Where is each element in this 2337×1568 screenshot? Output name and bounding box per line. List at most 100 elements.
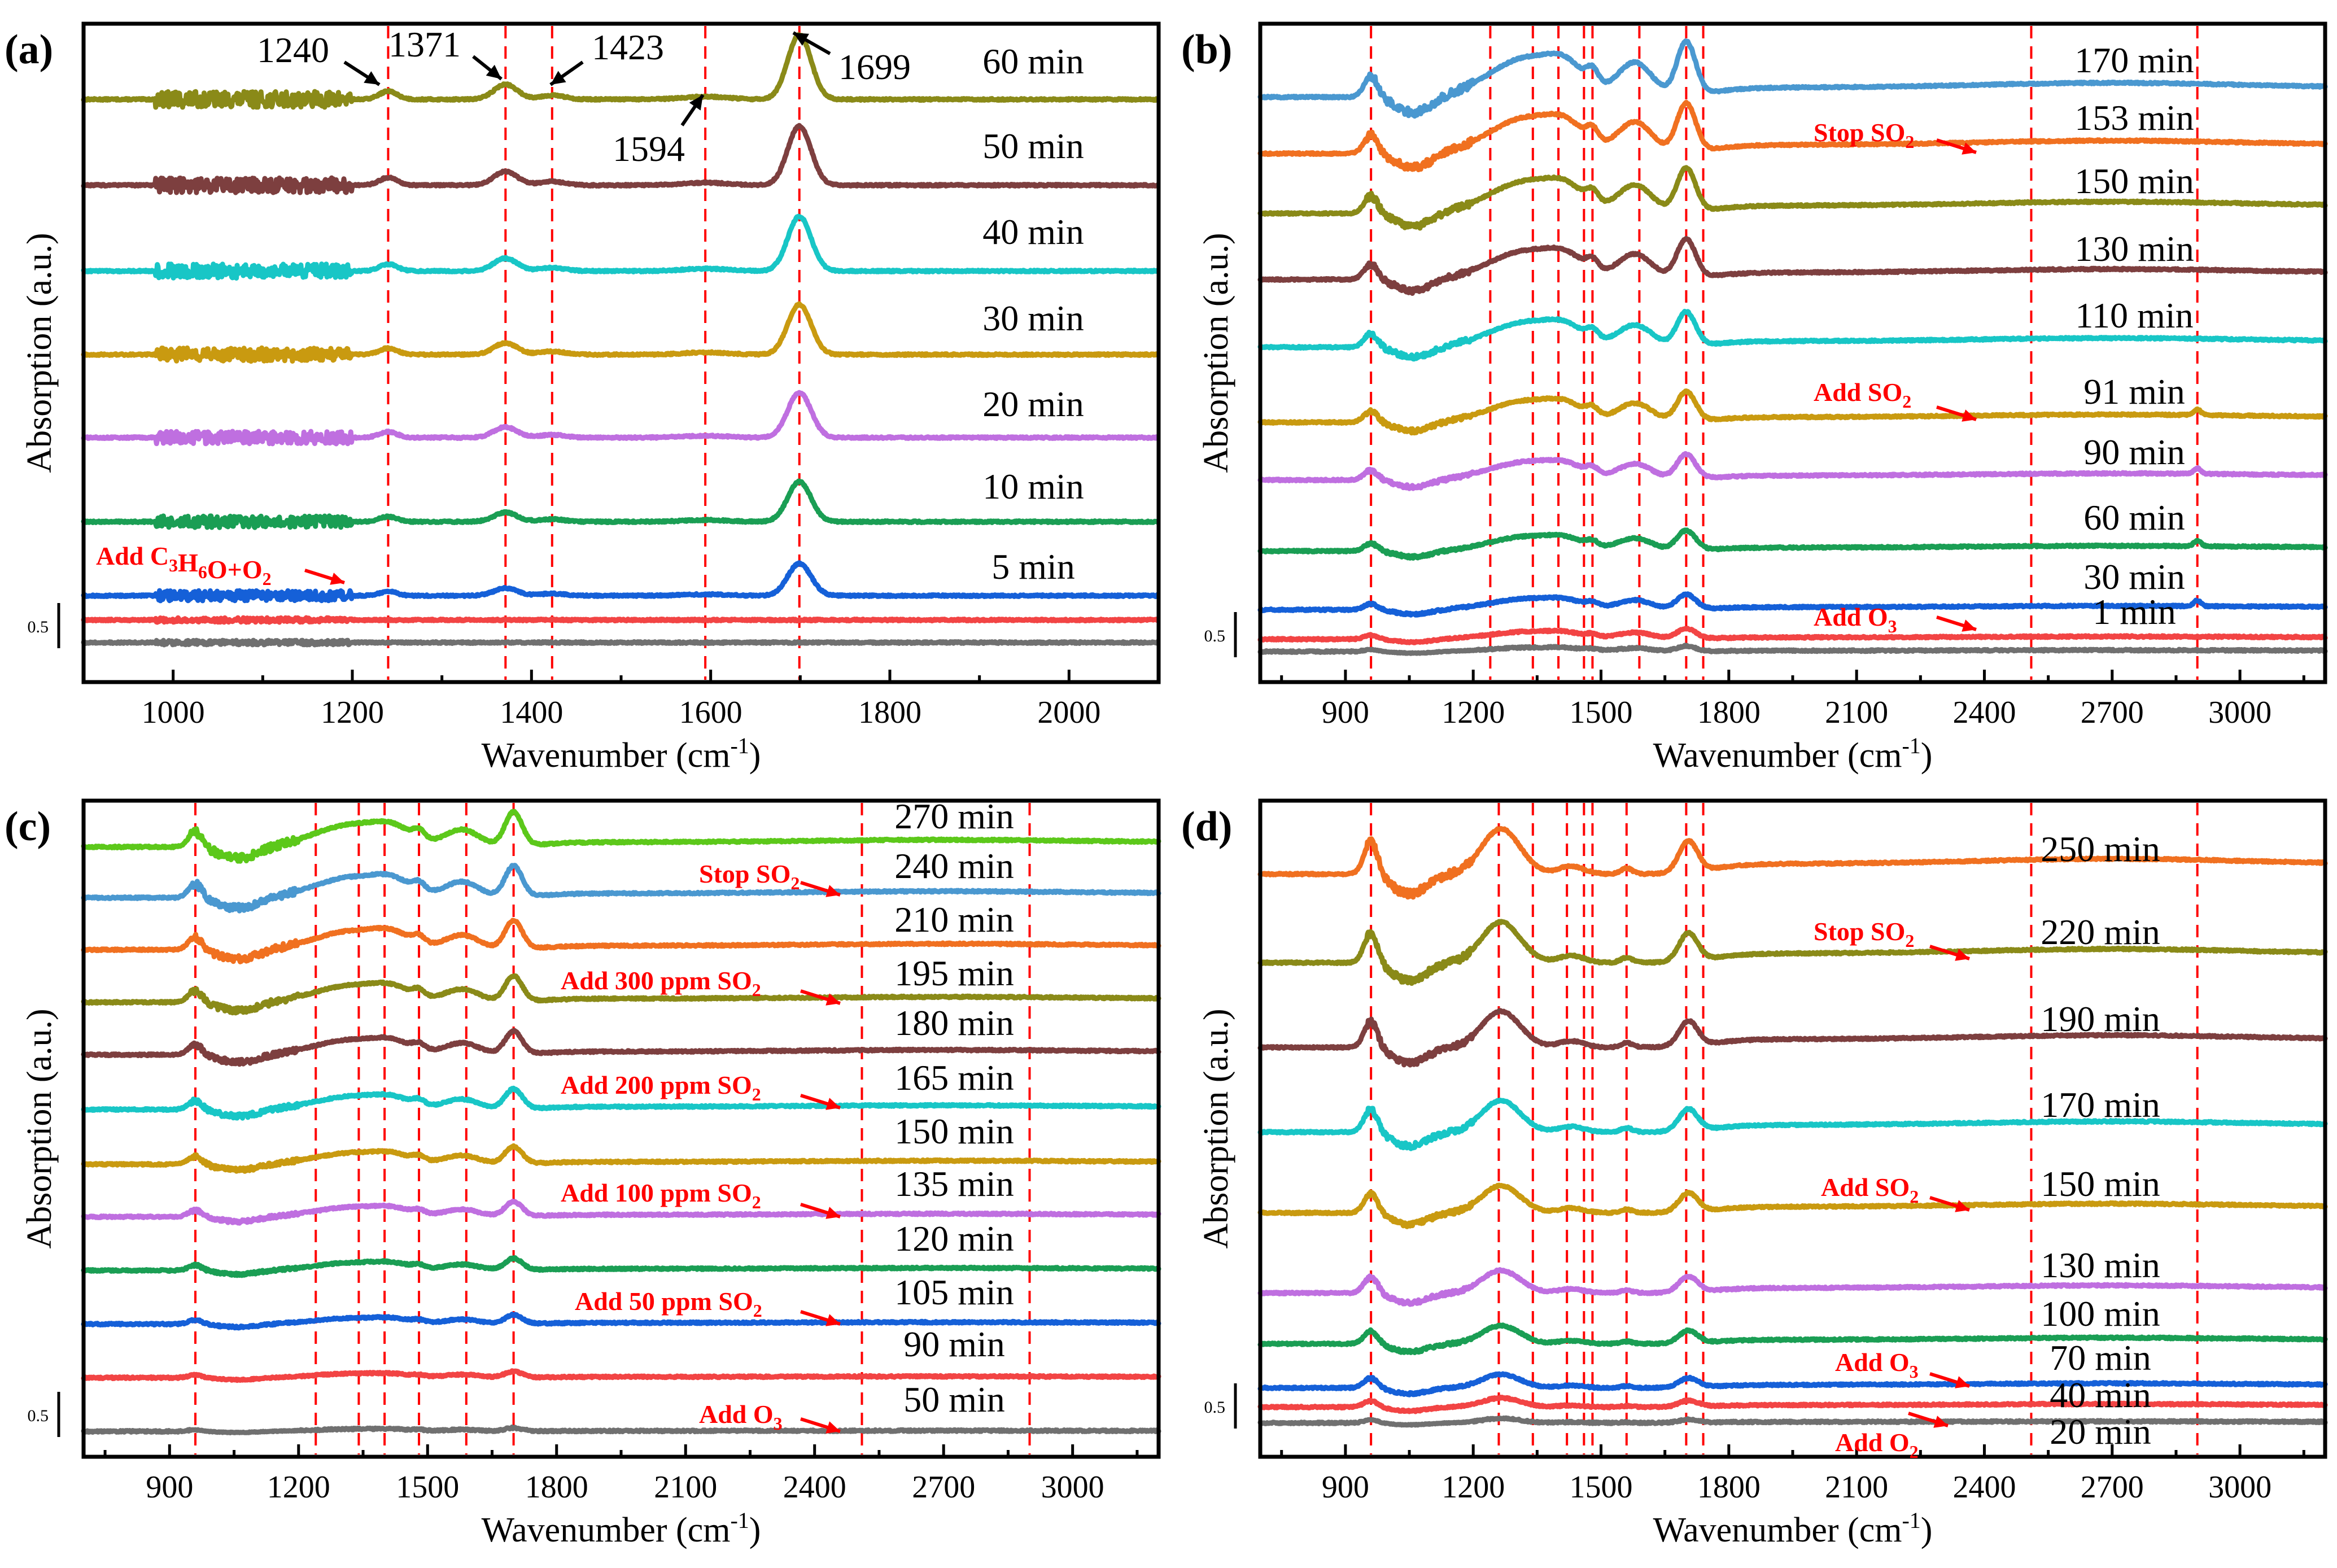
series-label-40-min: 40 min — [2050, 1375, 2151, 1415]
spectrum-trace-190-min — [1257, 1008, 2328, 1068]
spectrum-trace-5-min — [81, 560, 1161, 604]
x-tick-label: 2700 — [912, 1470, 975, 1505]
series-label-240-min: 240 min — [894, 846, 1014, 886]
spectrum-trace-60-min — [1257, 527, 2328, 561]
series-label-150-min: 150 min — [2041, 1164, 2160, 1204]
spectrum-trace-40-min — [1257, 1395, 2328, 1414]
panel-a: 1000 1200 1400 1600 1800 2000 Wavenumber (cm-1… — [5, 21, 1161, 775]
x-tick-label: 1200 — [1441, 1470, 1505, 1505]
spectrum-trace-130-min — [1257, 235, 2328, 296]
x-tick-label: 1800 — [858, 695, 921, 730]
x-tick-label: 2100 — [654, 1470, 717, 1505]
x-axis-label: Wavenumber (cm-1) — [482, 1508, 761, 1549]
series-label-60-min: 60 min — [2083, 497, 2185, 538]
y-axis-label: Absorption (a.u.) — [1197, 233, 1235, 473]
scale-bar-label: 0.5 — [28, 618, 49, 636]
scale-bar-label: 0.5 — [1204, 1398, 1226, 1417]
series-label-50-min: 50 min — [903, 1379, 1005, 1420]
series-label-210-min: 210 min — [894, 899, 1014, 940]
x-tick-label: 1400 — [500, 695, 563, 730]
panel-c: 900 1200 1500 1800 2100 2400 2700 3000 Wavenumbe… — [5, 796, 1161, 1549]
spectrum-trace-120-min — [81, 1255, 1161, 1278]
event-label-add-100-ppm-so2: Add 100 ppm SO2 — [561, 1178, 761, 1212]
peak-label-1371: 1371 — [388, 24, 461, 64]
x-tick-label: 2400 — [1952, 695, 2016, 730]
x-axis-label: Wavenumber (cm-1) — [1653, 733, 1933, 775]
x-tick-label: 900 — [146, 1470, 193, 1505]
spectrum-trace-90-min — [81, 1368, 1161, 1383]
x-tick-label: 1800 — [525, 1470, 588, 1505]
event-arrow-head — [1955, 1376, 1969, 1388]
x-tick-label: 1500 — [396, 1470, 459, 1505]
spectrum-trace-baseline-7 — [81, 615, 1161, 625]
event-arrow-head — [1962, 409, 1976, 422]
spectrum-trace-20-min — [81, 390, 1161, 447]
event-arrow-head — [825, 1098, 840, 1110]
series-label-220-min: 220 min — [2041, 912, 2160, 952]
series-label-180-min: 180 min — [894, 1003, 1014, 1043]
series-label-40-min: 40 min — [982, 212, 1084, 252]
spectrum-trace-150-min — [81, 1143, 1161, 1174]
x-tick-label: 2400 — [783, 1470, 846, 1505]
event-arrow-head — [330, 573, 344, 585]
x-tick-label: 2700 — [2081, 695, 2144, 730]
x-tick-label: 2700 — [2081, 1470, 2144, 1505]
spectrum-trace-50-min — [81, 123, 1161, 195]
series-label-90-min: 90 min — [903, 1324, 1005, 1364]
spectrum-trace-105-min — [81, 1312, 1161, 1331]
series-label-135-min: 135 min — [894, 1164, 1014, 1204]
series-label-20-min: 20 min — [982, 384, 1084, 424]
series-label-105-min: 105 min — [894, 1272, 1014, 1312]
spectrum-trace-90-min — [1257, 451, 2328, 491]
event-arrow-head — [825, 885, 840, 897]
x-tick-label: 1000 — [142, 695, 205, 730]
panel-label: (d) — [1181, 803, 1232, 850]
series-label-250-min: 250 min — [2041, 829, 2160, 869]
peak-label-1240: 1240 — [257, 30, 329, 70]
event-label-add-o3: Add O3 — [1814, 602, 1897, 636]
panel-d: 900 1200 1500 1800 2100 2400 2700 3000 Wavenumbe… — [1181, 798, 2328, 1549]
x-tick-label: 2100 — [1825, 695, 1888, 730]
spectrum-trace-150-min — [1257, 165, 2328, 231]
x-axis-label: Wavenumber (cm-1) — [1653, 1508, 1933, 1549]
series-label-190-min: 190 min — [2041, 999, 2160, 1039]
event-arrow-head — [1955, 949, 1969, 961]
spectrum-trace-30-min — [1257, 591, 2328, 618]
event-label-stop-so2: Stop SO2 — [1814, 118, 1914, 152]
series-label-170-min: 170 min — [2041, 1085, 2160, 1125]
event-arrow-head — [825, 1421, 840, 1434]
event-label-add-o2: Add O2 — [1835, 1428, 1919, 1462]
spectrum-trace-195-min — [81, 973, 1161, 1016]
peak-arrow-head — [551, 71, 566, 85]
series-label-10-min: 10 min — [982, 466, 1084, 506]
x-axis-label: Wavenumber (cm-1) — [482, 733, 761, 775]
x-tick-label: 3000 — [1041, 1470, 1104, 1505]
peak-label-1699: 1699 — [838, 47, 911, 87]
x-tick-label: 1800 — [1697, 1470, 1761, 1505]
spectrum-trace-1-min — [1257, 626, 2328, 645]
x-tick-label: 2400 — [1952, 1470, 2016, 1505]
spectrum-trace-270-min — [81, 809, 1161, 864]
plot-frame — [1258, 798, 2327, 1459]
series-label-130-min: 130 min — [2074, 229, 2194, 269]
event-arrow-head — [1955, 1200, 1969, 1212]
event-label-add-50-ppm-so2: Add 50 ppm SO2 — [575, 1287, 762, 1321]
series-label-91-min: 91 min — [2083, 372, 2185, 412]
peak-arrow-head — [364, 71, 379, 85]
spectrum-trace-165-min — [81, 1085, 1161, 1121]
spectrum-trace-210-min — [81, 918, 1161, 964]
series-label-50-min: 50 min — [982, 126, 1084, 166]
spectrum-trace-153-min — [1257, 99, 2328, 172]
event-arrow-head — [1962, 142, 1976, 155]
series-label-120-min: 120 min — [894, 1218, 1014, 1259]
series-label-5-min: 5 min — [991, 547, 1075, 587]
series-label-70-min: 70 min — [2050, 1338, 2151, 1378]
spectrum-trace-baseline-10 — [1257, 643, 2328, 656]
spectrum-trace-baseline-8 — [81, 637, 1161, 648]
series-label-20-min: 20 min — [2050, 1412, 2151, 1452]
y-axis-label: Absorption (a.u.) — [20, 233, 59, 473]
spectrum-trace-40-min — [81, 213, 1161, 281]
event-arrow-head — [1962, 619, 1976, 632]
spectrum-trace-20-min — [1257, 1415, 2328, 1428]
spectrum-trace-220-min — [1257, 919, 2328, 986]
